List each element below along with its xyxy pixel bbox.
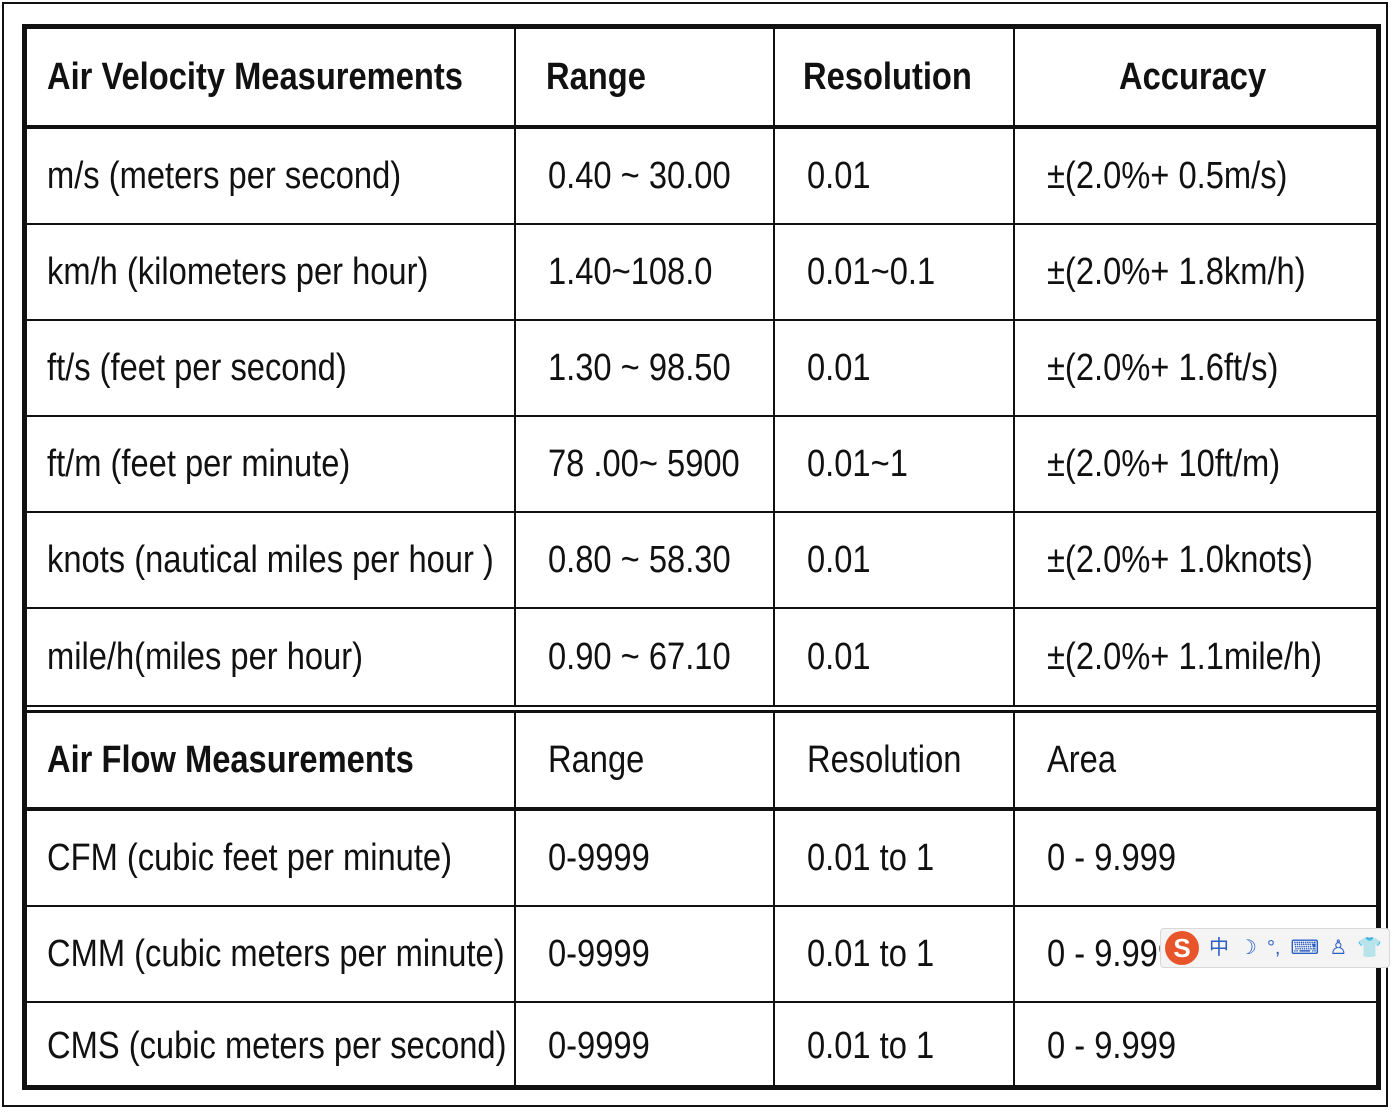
measurements-table: Air Velocity Measurements Range Resoluti… [22, 24, 1378, 1090]
section-divider [27, 710, 1378, 713]
table-row: CFM (cubic feet per minute) 0-9999 0.01 … [27, 811, 1378, 905]
range-cell: 0.80 ~ 58.30 [516, 513, 775, 607]
row-divider [27, 607, 1378, 609]
table-row: CMM (cubic meters per minute) 0-9999 0.0… [27, 907, 1378, 1001]
flow-header-range: Range [516, 713, 775, 807]
flow-header-area: Area [1047, 738, 1117, 781]
resolution-cell: 0.01~0.1 [775, 225, 1015, 319]
range-cell: 1.30 ~ 98.50 [516, 321, 775, 415]
velocity-header-row: Air Velocity Measurements Range Resoluti… [27, 29, 1378, 125]
unit-cell: mile/h(miles per hour) [27, 609, 516, 705]
accuracy-cell: ±(2.0%+ 1.6ft/s) [1047, 346, 1279, 389]
accuracy-cell: ±(2.0%+ 1.1mile/h) [1047, 635, 1322, 678]
flow-header-measurement: Air Flow Measurements [27, 713, 516, 807]
unit-cell: CMS (cubic meters per second) [27, 1003, 516, 1090]
unit-cell: knots (nautical miles per hour ) [27, 513, 516, 607]
accuracy-cell: ±(2.0%+ 1.0knots) [1047, 538, 1313, 581]
flow-header-resolution: Resolution [775, 713, 1015, 807]
area-cell: 0 - 9.999 [1047, 836, 1176, 879]
area-cell: 0 - 9.999 [1047, 1025, 1176, 1067]
table-row: ft/s (feet per second) 1.30 ~ 98.50 0.01… [27, 321, 1378, 415]
table-row: ft/m (feet per minute) 78 .00~ 5900 0.01… [27, 417, 1378, 511]
range-cell: 0.40 ~ 30.00 [516, 129, 775, 223]
velocity-header-accuracy: Accuracy [1119, 55, 1267, 98]
header-divider [27, 125, 1378, 129]
unit-cell: m/s (meters per second) [27, 129, 516, 223]
table-row: mile/h(miles per hour) 0.90 ~ 67.10 0.01… [27, 609, 1378, 705]
range-cell: 0-9999 [516, 1003, 775, 1090]
table-right-edge [1376, 24, 1381, 1090]
range-cell: 0-9999 [516, 907, 775, 1001]
resolution-cell: 0.01 [775, 321, 1015, 415]
chinese-mode-icon[interactable]: 中 [1209, 937, 1229, 959]
row-divider [27, 1001, 1378, 1003]
row-divider [27, 223, 1378, 225]
punctuation-icon[interactable]: °, [1266, 937, 1281, 959]
header-divider [27, 807, 1378, 811]
sogou-logo-icon[interactable]: S [1165, 931, 1199, 965]
resolution-cell: 0.01 to 1 [775, 1003, 1015, 1090]
unit-cell: ft/m (feet per minute) [27, 417, 516, 511]
range-cell: 0.90 ~ 67.10 [516, 609, 775, 705]
flow-header-row: Air Flow Measurements Range Resolution A… [27, 713, 1378, 807]
velocity-header-range: Range [516, 29, 775, 125]
table-row: m/s (meters per second) 0.40 ~ 30.00 0.0… [27, 129, 1378, 223]
unit-cell: ft/s (feet per second) [27, 321, 516, 415]
table-row: CMS (cubic meters per second) 0-9999 0.0… [27, 1003, 1378, 1090]
resolution-cell: 0.01~1 [775, 417, 1015, 511]
user-icon[interactable]: ♙ [1329, 937, 1348, 959]
velocity-header-resolution: Resolution [775, 29, 1015, 125]
area-cell: 0 - 9.999 [1047, 932, 1176, 975]
row-divider [27, 319, 1378, 321]
unit-cell: CMM (cubic meters per minute) [27, 907, 516, 1001]
row-divider [27, 415, 1378, 417]
row-divider [27, 511, 1378, 513]
resolution-cell: 0.01 [775, 513, 1015, 607]
accuracy-cell: ±(2.0%+ 10ft/m) [1047, 442, 1281, 485]
resolution-cell: 0.01 to 1 [775, 811, 1015, 905]
unit-cell: CFM (cubic feet per minute) [27, 811, 516, 905]
velocity-header-measurement: Air Velocity Measurements [27, 29, 516, 125]
range-cell: 0-9999 [516, 811, 775, 905]
row-divider [27, 905, 1378, 907]
resolution-cell: 0.01 to 1 [775, 907, 1015, 1001]
ime-toolbar[interactable]: S 中 ☽ °, ⌨ ♙ 👕 [1160, 928, 1390, 968]
table-row: km/h (kilometers per hour) 1.40~108.0 0.… [27, 225, 1378, 319]
range-cell: 1.40~108.0 [516, 225, 775, 319]
skin-icon[interactable]: 👕 [1357, 937, 1383, 959]
keyboard-icon[interactable]: ⌨ [1290, 937, 1320, 959]
resolution-cell: 0.01 [775, 609, 1015, 705]
accuracy-cell: ±(2.0%+ 1.8km/h) [1047, 250, 1306, 293]
range-cell: 78 .00~ 5900 [516, 417, 775, 511]
unit-cell: km/h (kilometers per hour) [27, 225, 516, 319]
resolution-cell: 0.01 [775, 129, 1015, 223]
accuracy-cell: ±(2.0%+ 0.5m/s) [1047, 154, 1288, 197]
moon-icon[interactable]: ☽ [1239, 937, 1257, 959]
table-row: knots (nautical miles per hour ) 0.80 ~ … [27, 513, 1378, 607]
section-divider [27, 705, 1378, 707]
